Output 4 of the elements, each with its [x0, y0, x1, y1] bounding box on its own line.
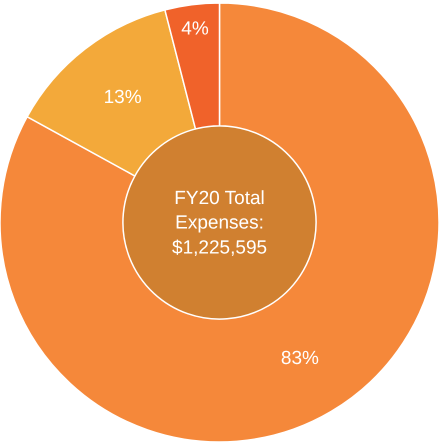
- data-label: 83%: [280, 348, 320, 370]
- data-label: 4%: [181, 18, 209, 40]
- text: FY20 Total Expenses: $1,225,595: [172, 188, 268, 258]
- data-label: 13%: [104, 87, 142, 108]
